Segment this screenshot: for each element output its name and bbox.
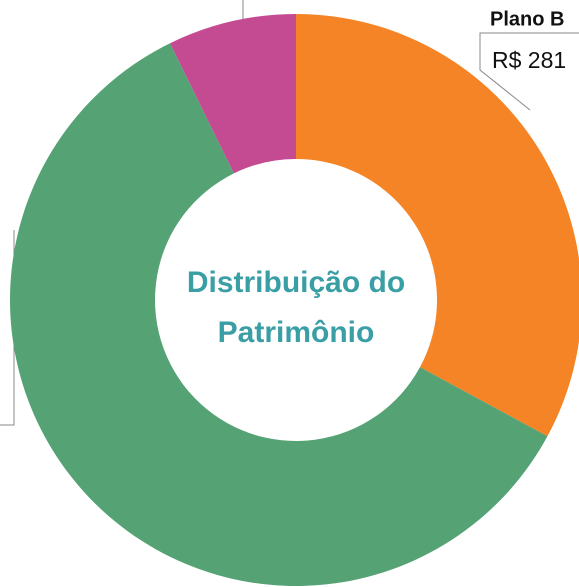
- slice: [296, 14, 579, 437]
- leader-line: [479, 32, 579, 111]
- value-label: R$ 281: [492, 47, 566, 73]
- slice-label: Plano B: [490, 8, 564, 30]
- slices: [10, 13, 579, 586]
- slice: [10, 43, 548, 586]
- center-label: Distribuição do: [187, 266, 405, 299]
- slice: [170, 13, 296, 174]
- center-label: Patrimônio: [218, 316, 375, 349]
